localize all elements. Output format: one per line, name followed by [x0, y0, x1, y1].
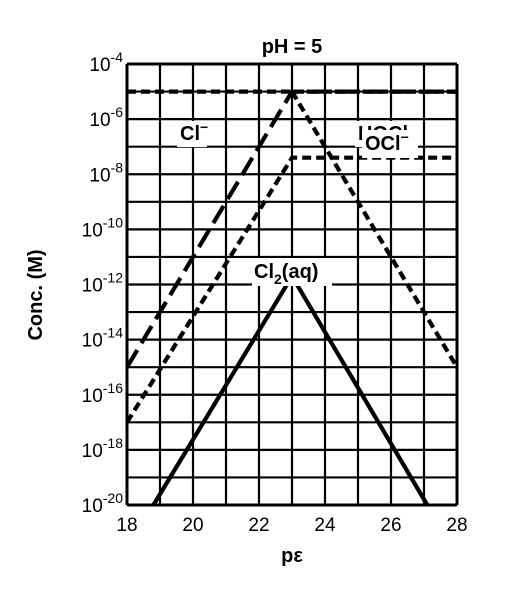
label-cl2: Cl2(aq) [254, 261, 318, 287]
y-tick-exponent: -16 [103, 380, 123, 396]
grid [125, 62, 459, 507]
y-tick-exponent: -4 [111, 49, 124, 65]
y-tick-exponent: -10 [103, 214, 123, 230]
y-tick-label: 10-4 [89, 49, 123, 76]
y-tick-exponent: -6 [111, 104, 124, 120]
y-tick-base: 10 [82, 331, 103, 352]
label-bg-cl-minus [177, 121, 207, 147]
y-tick-label: 10-6 [89, 104, 123, 131]
x-tick-label: 26 [380, 515, 401, 536]
chart-title: pH = 5 [262, 36, 323, 58]
y-tick-base: 10 [82, 386, 103, 407]
x-tick-label: 24 [314, 515, 336, 536]
y-tick-base: 10 [89, 165, 110, 186]
label-bg-ocl-minus [362, 130, 418, 158]
x-tick-label: 18 [116, 515, 137, 536]
y-tick-labels: 10-410-610-810-1010-1210-1410-1610-1810-… [82, 49, 124, 517]
y-tick-exponent: -18 [103, 435, 123, 451]
y-tick-base: 10 [82, 441, 103, 462]
y-tick-base: 10 [82, 276, 103, 297]
y-axis-label: Conc. (M) [25, 249, 47, 340]
y-tick-label: 10-12 [82, 270, 124, 297]
label-bg-cl2 [252, 258, 332, 286]
y-tick-base: 10 [82, 496, 103, 517]
y-tick-base: 10 [89, 110, 110, 131]
y-tick-label: 10-18 [82, 435, 124, 462]
x-axis-label: pε [281, 545, 303, 567]
y-tick-base: 10 [82, 220, 103, 241]
y-tick-exponent: -8 [111, 159, 124, 175]
y-tick-label: 10-16 [82, 380, 124, 407]
x-tick-label: 22 [248, 515, 269, 536]
y-tick-exponent: -12 [103, 270, 123, 286]
x-tick-label: 28 [446, 515, 467, 536]
y-tick-exponent: -20 [103, 490, 123, 506]
label-cl-minus: Cl− [180, 119, 208, 145]
y-tick-label: 10-10 [82, 214, 124, 241]
series-line [290, 90, 459, 369]
y-tick-label: 10-14 [82, 325, 124, 352]
x-tick-labels: 18 20 22 24 26 28 [116, 515, 467, 536]
y-tick-base: 10 [89, 55, 110, 76]
y-tick-label: 10-8 [89, 159, 123, 186]
y-tick-label: 10-20 [82, 490, 124, 517]
y-tick-exponent: -14 [103, 325, 123, 341]
x-tick-label: 20 [182, 515, 203, 536]
label-ocl-minus: OCl− [365, 129, 409, 155]
